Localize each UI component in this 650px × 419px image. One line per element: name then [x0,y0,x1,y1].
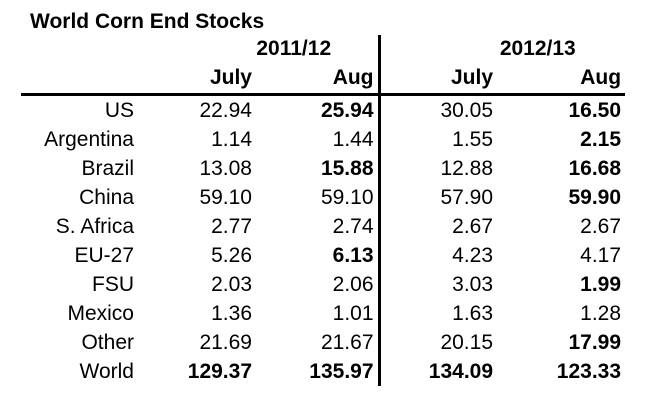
row-label: FSU [92,272,134,296]
value-cell: 30.05 [440,98,494,122]
table-title: World Corn End Stocks [30,10,265,33]
value-cell: 25.94 [256,94,381,125]
value-cell: 4.17 [580,243,622,267]
value-cell: 59.90 [568,185,622,209]
row-label: Argentina [44,127,134,151]
group-header-2012-13: 2012/13 [499,37,576,60]
value-cell: 13.08 [199,156,252,180]
value-cell: 135.97 [256,357,381,386]
corner-spacer [21,35,140,63]
value-cell: 2.67 [580,214,622,238]
value-cell: 17.99 [568,330,622,354]
value-cell: 1.63 [452,301,494,325]
column-header-aug-1112: Aug [256,63,381,96]
value-cell: 2.06 [256,270,381,299]
value-cell: 6.13 [256,241,381,270]
value-cell: 1.99 [580,272,622,296]
group-header-row: 2011/12 2012/13 [21,35,625,63]
column-header-july-1112: July [140,63,256,96]
value-cell: 16.68 [568,156,622,180]
value-cell: 21.67 [256,328,381,357]
table-row: Other 21.69 21.67 20.15 17.99 [21,328,625,357]
table-row: FSU 2.03 2.06 3.03 1.99 [21,270,625,299]
value-cell: 129.37 [187,359,252,383]
table-row: China 59.10 59.10 57.90 59.90 [21,183,625,212]
table-row: Brazil 13.08 15.88 12.88 16.68 [21,154,625,183]
value-cell: 2.03 [211,272,252,296]
row-label: US [104,98,134,122]
value-cell: 12.88 [440,156,494,180]
page: World Corn End Stocks 2011/12 2012/13 Ju… [0,8,650,419]
value-cell: 21.69 [199,330,252,354]
value-cell: 59.10 [199,185,252,209]
value-cell: 3.03 [452,272,494,296]
row-label: Brazil [81,156,134,180]
table-row: World 129.37 135.97 134.09 123.33 [21,357,625,386]
row-label: Other [81,330,134,354]
value-cell: 15.88 [256,154,381,183]
column-header-aug-1213: Aug [497,63,626,96]
row-label: Mexico [67,301,134,325]
table-row: US 22.94 25.94 30.05 16.50 [21,94,625,125]
value-cell: 1.01 [256,299,381,328]
value-cell: 1.36 [211,301,252,325]
value-cell: 5.26 [211,243,252,267]
row-label: World [79,359,134,383]
value-cell: 59.10 [256,183,381,212]
value-cell: 22.94 [199,98,252,122]
value-cell: 2.74 [256,212,381,241]
value-cell: 2.15 [580,127,622,151]
value-cell: 16.50 [568,98,622,122]
value-cell: 1.55 [452,127,494,151]
row-label: S. Africa [55,214,134,238]
value-cell: 1.28 [580,301,622,325]
value-cell: 123.33 [556,359,622,383]
table-row: Mexico 1.36 1.01 1.63 1.28 [21,299,625,328]
column-header-row: July Aug July Aug [21,63,626,96]
value-cell: 2.77 [211,214,252,238]
value-cell: 4.23 [452,243,494,267]
table-row: S. Africa 2.77 2.74 2.67 2.67 [21,212,625,241]
row-label: China [79,185,134,209]
corner-spacer [21,63,140,96]
row-label: EU-27 [74,243,134,267]
table-row: Argentina 1.14 1.44 1.55 2.15 [21,125,625,154]
column-header-july-1213: July [379,63,498,96]
corn-end-stocks-table: 2011/12 2012/13 July Aug July Aug US 22.… [21,35,626,386]
table-row: EU-27 5.26 6.13 4.23 4.17 [21,241,625,270]
value-cell: 134.09 [428,359,494,383]
value-cell: 1.14 [211,127,252,151]
group-header-2011-12: 2011/12 [140,35,381,63]
value-cell: 20.15 [440,330,494,354]
value-cell: 2.67 [452,214,494,238]
value-cell: 1.44 [256,125,381,154]
value-cell: 57.90 [440,185,494,209]
